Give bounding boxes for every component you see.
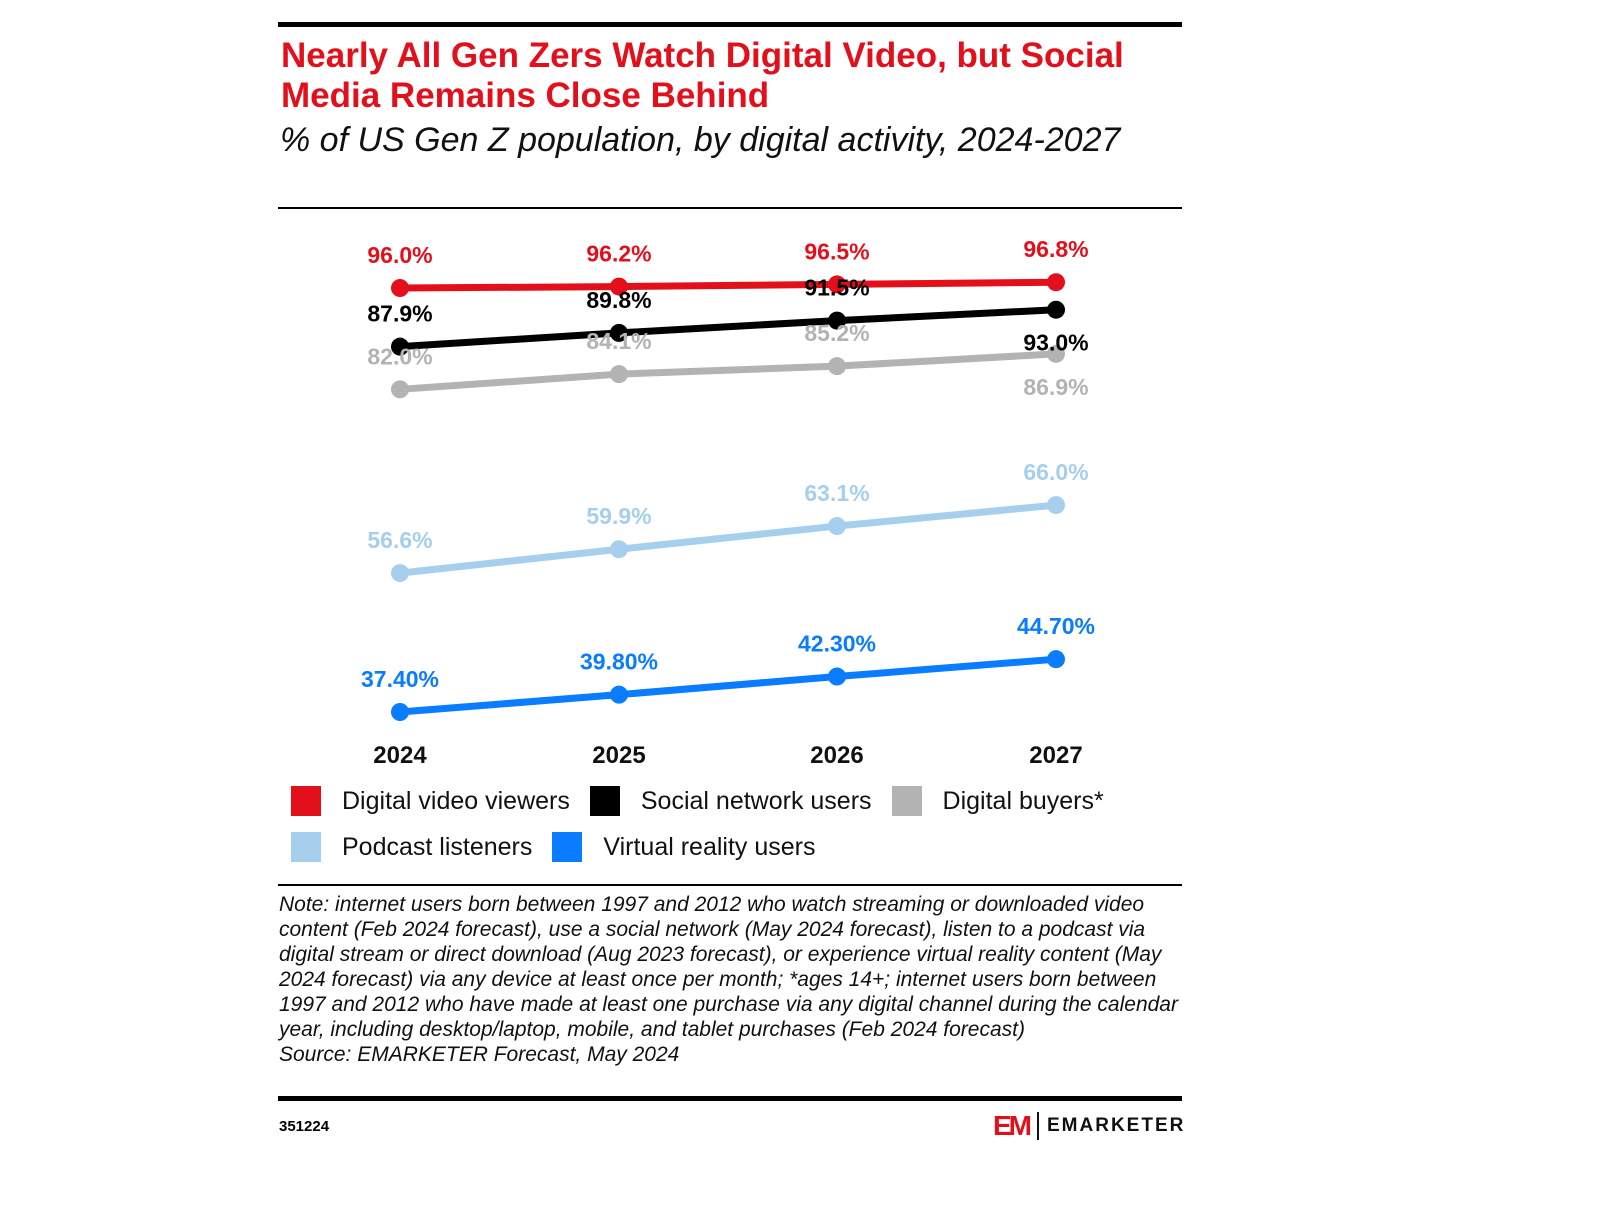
- legend-swatch: [589, 786, 620, 816]
- data-point: [391, 564, 409, 583]
- data-point: [610, 323, 628, 342]
- data-label: 39.80%: [580, 649, 658, 675]
- legend-label: Virtual reality users: [603, 832, 816, 861]
- data-label: 66.0%: [1023, 459, 1088, 485]
- data-label: 96.0%: [367, 242, 432, 268]
- data-point: [610, 277, 628, 296]
- data-label: 87.9%: [367, 301, 432, 327]
- legend: Digital video viewers Social network use…: [291, 785, 1191, 877]
- data-point: [1047, 273, 1065, 292]
- legend-item-vr: Virtual reality users: [552, 832, 816, 862]
- data-label: 91.5%: [804, 275, 869, 301]
- header-rule: [278, 207, 1182, 209]
- data-point: [1047, 496, 1065, 515]
- data-label: 96.2%: [586, 241, 651, 267]
- x-tick-label: 2026: [810, 742, 863, 769]
- note-rule: [278, 884, 1182, 886]
- legend-label: Digital buyers*: [942, 786, 1104, 815]
- x-tick-label: 2025: [592, 742, 645, 769]
- bottom-rule: [278, 1096, 1182, 1101]
- data-point: [610, 365, 628, 384]
- legend-item-digital-buyers: Digital buyers*: [891, 786, 1104, 816]
- data-label: 86.9%: [1023, 374, 1088, 400]
- legend-swatch: [291, 832, 321, 862]
- data-point: [828, 311, 846, 330]
- series-line: [396, 350, 1060, 393]
- data-label: 42.30%: [798, 631, 876, 657]
- chart-title: Nearly All Gen Zers Watch Digital Video,…: [281, 36, 1124, 115]
- data-label: 84.1%: [586, 328, 651, 354]
- x-tick-label: 2027: [1029, 742, 1082, 769]
- data-point: [828, 667, 846, 686]
- source-text: Source: EMARKETER Forecast, May 2024: [279, 1043, 680, 1066]
- top-rule: [278, 22, 1182, 27]
- legend-item-digital-video: Digital video viewers: [291, 786, 570, 816]
- data-point: [391, 279, 409, 298]
- logo-mark: EM: [993, 1110, 1032, 1141]
- data-label: 89.8%: [586, 287, 651, 313]
- legend-label: Podcast listeners: [342, 832, 533, 861]
- data-point: [828, 357, 846, 376]
- emarketer-logo: EM EMARKETER: [993, 1110, 1185, 1142]
- data-point: [1047, 344, 1065, 363]
- data-point: [1047, 300, 1065, 319]
- data-point: [391, 337, 409, 356]
- data-point: [828, 275, 846, 294]
- series-line: [396, 278, 1060, 292]
- series-line: [396, 501, 1060, 577]
- data-label: 37.40%: [361, 666, 439, 692]
- data-point: [610, 540, 628, 559]
- logo-text: EMARKETER: [1047, 1115, 1186, 1136]
- data-label: 56.6%: [367, 527, 432, 553]
- legend-label: Social network users: [640, 786, 872, 815]
- legend-item-podcast: Podcast listeners: [291, 832, 532, 862]
- series-line: [396, 306, 1060, 351]
- legend-swatch: [291, 786, 321, 816]
- footnote: Note: internet users born between 1997 a…: [279, 892, 1179, 1067]
- data-point: [828, 517, 846, 536]
- data-point: [1047, 650, 1065, 669]
- data-label: 96.8%: [1023, 236, 1088, 262]
- data-label: 44.70%: [1017, 613, 1095, 639]
- data-label: 63.1%: [804, 480, 869, 506]
- chart-subtitle: % of US Gen Z population, by digital act…: [280, 121, 1121, 159]
- data-label: 82.0%: [367, 343, 432, 369]
- legend-swatch: [891, 786, 922, 816]
- data-point: [391, 380, 409, 399]
- legend-label: Digital video viewers: [342, 786, 570, 815]
- legend-item-social-network: Social network users: [589, 786, 872, 816]
- chart-id: 351224: [279, 1118, 330, 1135]
- data-point: [610, 685, 628, 704]
- logo-divider: [1037, 1112, 1039, 1140]
- note-text: Note: internet users born between 1997 a…: [279, 893, 1178, 1041]
- x-tick-label: 2024: [373, 742, 427, 769]
- data-label: 85.2%: [804, 320, 869, 346]
- legend-swatch: [552, 832, 583, 862]
- series-line: [396, 655, 1060, 716]
- data-label: 93.0%: [1023, 330, 1088, 356]
- data-label: 96.5%: [804, 238, 869, 264]
- line-chart: 96.0% 96.2% 96.5% 96.8% 87.9% 89.8% 91.5% 93.0%…: [361, 236, 1095, 769]
- data-point: [391, 703, 409, 721]
- data-label: 59.9%: [586, 503, 651, 529]
